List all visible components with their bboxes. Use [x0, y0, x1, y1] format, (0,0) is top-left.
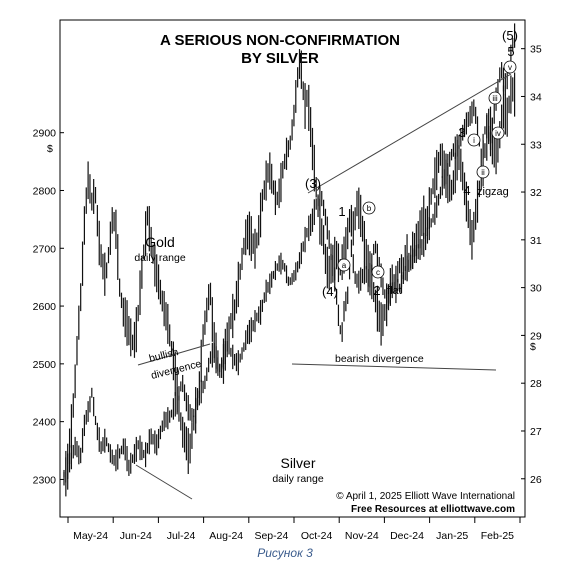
- silver-series: [63, 49, 516, 497]
- wave-label-2: 2: [373, 283, 380, 298]
- gold-series: [63, 23, 516, 483]
- chart-frame: [59, 19, 526, 518]
- wave-label-1: 1: [338, 204, 345, 219]
- wave-label-p3: (3): [305, 176, 321, 191]
- svg-text:i: i: [473, 136, 475, 145]
- x-axis-tick-label: Oct-24: [301, 530, 333, 542]
- right-axis-tick-label: 32: [530, 187, 542, 199]
- circle-label-i: i: [467, 133, 481, 147]
- circle-label-iv: iv: [491, 126, 505, 140]
- silver-bearish-trendline: [291, 363, 497, 371]
- circle-label-ii: ii: [476, 165, 490, 179]
- silver-sublabel: daily range: [272, 473, 324, 485]
- right-axis-tick-label: 26: [530, 474, 542, 486]
- right-axis-tick-label: 34: [530, 91, 542, 103]
- wave-label-flat: flat: [387, 285, 402, 297]
- right-axis-tick-label: 35: [530, 44, 542, 56]
- svg-text:v: v: [508, 63, 512, 72]
- right-axis-tick-label: 27: [530, 426, 542, 438]
- right-axis-unit: $: [530, 341, 536, 353]
- left-axis-tick-label: 2400: [33, 417, 57, 429]
- chart-title-line-1: A SERIOUS NON-CONFIRMATION: [160, 32, 400, 49]
- x-axis-tick-label: Sep-24: [254, 530, 288, 542]
- x-axis-tick-label: Feb-25: [481, 530, 514, 542]
- right-axis-tick-label: 30: [530, 283, 542, 295]
- x-axis-tick-label: Nov-24: [345, 530, 379, 542]
- silver-label: Silver: [280, 455, 315, 471]
- wave-label-p4: (4): [322, 284, 338, 299]
- right-axis: 26 27 28 29 30 31 32 33 34 35: [521, 44, 542, 486]
- left-axis: 2300 2400 2500 2600 2700 2800 2900: [33, 128, 64, 486]
- right-axis-tick-label: 29: [530, 330, 542, 342]
- silver-bullish-trendline: [135, 464, 193, 500]
- credit-line-1: © April 1, 2025 Elliott Wave Internation…: [336, 491, 515, 502]
- left-axis-tick-label: 2300: [33, 474, 57, 486]
- left-axis-tick-label: 2900: [33, 128, 57, 140]
- wave-label-3: 3: [458, 125, 465, 140]
- x-axis-tick-label: Jan-25: [436, 530, 468, 542]
- svg-text:c: c: [376, 268, 380, 277]
- x-axis-tick-label: Dec-24: [390, 530, 424, 542]
- chart-title-line-2: BY SILVER: [241, 50, 319, 67]
- wave-label-5: 5: [507, 44, 514, 59]
- svg-text:ii: ii: [481, 168, 485, 177]
- credit-line-2: Free Resources at elliottwave.com: [351, 504, 515, 515]
- svg-text:b: b: [367, 204, 372, 213]
- svg-text:a: a: [342, 261, 347, 270]
- x-axis: May-24 Jun-24 Jul-24 Aug-24 Sep-24 Oct-24 Nov-…: [67, 517, 521, 542]
- left-axis-tick-label: 2600: [33, 301, 57, 313]
- x-axis-tick-label: Jun-24: [120, 530, 152, 542]
- figure-caption: Рисунок 3: [257, 546, 313, 560]
- circle-label-iii: iii: [488, 91, 502, 105]
- right-axis-tick-label: 33: [530, 139, 542, 151]
- left-axis-tick-label: 2500: [33, 359, 57, 371]
- wave-label-4: 4: [463, 183, 470, 198]
- gold-sublabel: daily range: [134, 252, 186, 264]
- right-axis-tick-label: 28: [530, 378, 542, 390]
- wave-label-p5: (5): [502, 28, 518, 43]
- left-axis-unit: $: [47, 143, 53, 155]
- x-axis-tick-label: Aug-24: [209, 530, 243, 542]
- gold-upper-trendline: [307, 73, 512, 194]
- left-axis-tick-label: 2800: [33, 185, 57, 197]
- left-axis-tick-label: 2700: [33, 243, 57, 255]
- gold-label: Gold: [145, 234, 175, 250]
- circle-label-v: v: [503, 60, 517, 74]
- circle-label-b: b: [362, 201, 376, 215]
- x-axis-tick-label: Jul-24: [167, 530, 196, 542]
- right-axis-tick-label: 31: [530, 235, 542, 247]
- svg-text:iii: iii: [492, 94, 498, 103]
- circle-label-a: a: [337, 258, 351, 272]
- gold-bullish-trendline: [137, 343, 211, 366]
- bearish-divergence-label: bearish divergence: [335, 353, 424, 365]
- circle-label-c: c: [371, 265, 385, 279]
- svg-text:iv: iv: [495, 129, 501, 138]
- x-axis-tick-label: May-24: [73, 530, 108, 542]
- wave-label-zigzag: zigzag: [477, 186, 509, 198]
